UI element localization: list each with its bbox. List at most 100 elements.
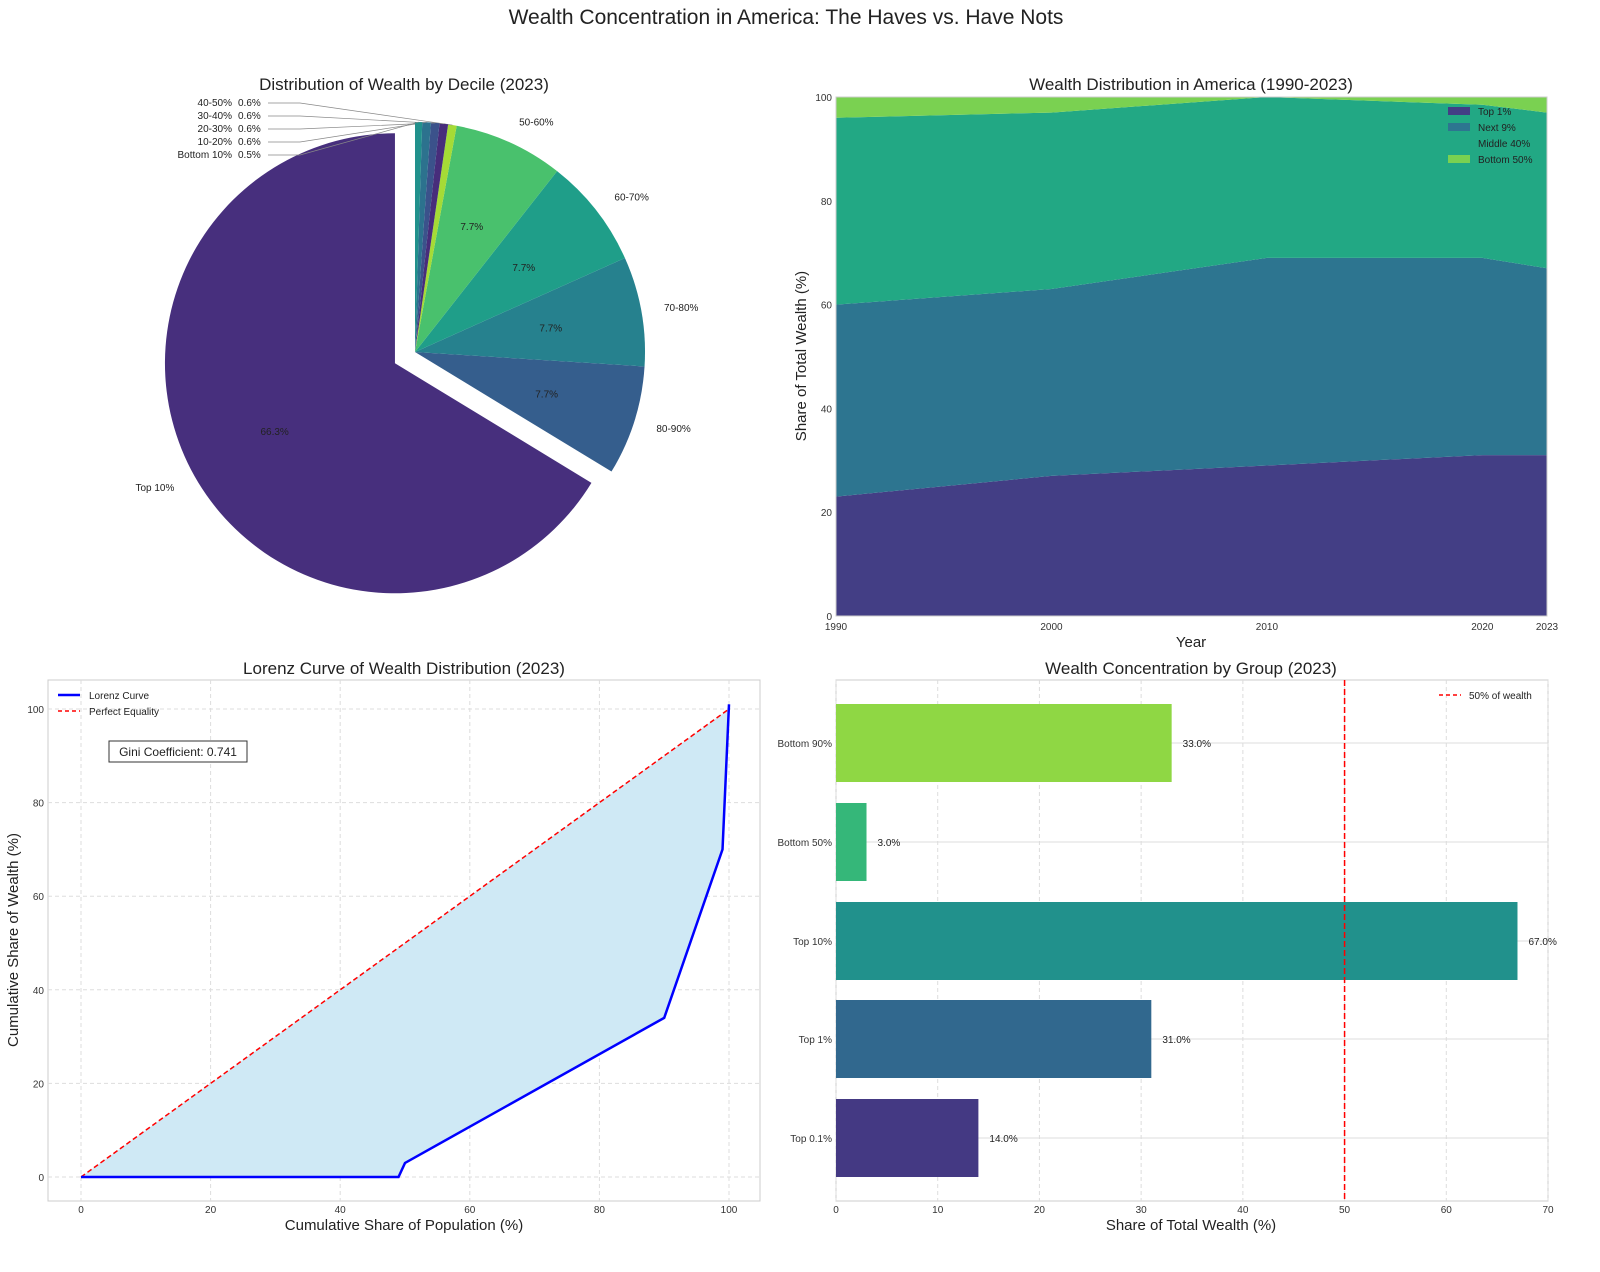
slice-label: Top 10% [135,483,174,494]
bar [836,1000,1152,1078]
slice-pct-label: 0.6% [238,137,261,148]
slice-label: 80-90% [656,424,691,435]
x-tick-label: 70 [1542,1205,1554,1216]
area-top-1- [836,455,1547,616]
x-tick-label: 60 [1441,1205,1453,1216]
legend-swatch [1448,155,1470,163]
x-tick-label: 2023 [1536,622,1559,633]
chart-title: Wealth Distribution in America (1990-202… [1029,75,1353,94]
x-tick-label: 1990 [825,622,848,633]
legend-swatch [1448,107,1470,115]
legend-label: Top 1% [1478,107,1511,118]
x-tick-label: 10 [932,1205,944,1216]
y-tick-label: 0 [38,1173,44,1184]
pie-slice [415,124,457,352]
y-axis-label: Cumulative Share of Wealth (%) [5,833,22,1047]
bar-value-label: 33.0% [1183,739,1211,750]
x-tick-label: 2010 [1256,622,1279,633]
y-tick-label: 60 [33,892,45,903]
x-axis-label: Year [1176,634,1206,651]
y-tick-label: 20 [821,508,833,519]
slice-pct-label: 0.5% [238,150,261,161]
bar [836,1099,979,1177]
bar-value-label: 14.0% [989,1134,1017,1145]
slice-label: 60-70% [614,192,649,203]
y-tick-label: 0 [826,612,832,623]
legend-swatch [1448,123,1470,131]
y-tick-label: Top 0.1% [790,1134,832,1145]
legend-label: Bottom 50% [1478,155,1533,166]
x-tick-label: 60 [464,1205,476,1216]
chart-title: Lorenz Curve of Wealth Distribution (202… [243,659,565,678]
x-tick-label: 0 [833,1205,839,1216]
pie-slice [415,122,431,352]
area-chart: Wealth Distribution in America (1990-202… [793,75,1559,651]
legend-label: Middle 40% [1478,139,1530,150]
y-tick-label: 80 [821,197,833,208]
slice-label: 40-50% [198,98,233,109]
pie-slice [415,123,449,352]
x-tick-label: 50 [1339,1205,1351,1216]
slice-pct-label: 0.6% [238,98,261,109]
pie-slice [164,133,592,594]
y-tick-label: Top 1% [799,1035,832,1046]
x-tick-label: 30 [1136,1205,1148,1216]
leader-line [268,121,419,156]
bar [836,803,867,881]
y-tick-label: 20 [33,1079,45,1090]
x-axis-label: Share of Total Wealth (%) [1106,1217,1276,1234]
x-axis-label: Cumulative Share of Population (%) [285,1217,523,1234]
slice-label: 70-80% [664,303,699,314]
y-tick-label: Top 10% [793,937,832,948]
pie-slice [415,125,558,352]
y-axis-label: Share of Total Wealth (%) [793,271,810,441]
y-tick-label: Bottom 90% [778,739,833,750]
x-tick-label: 40 [335,1205,347,1216]
bar [836,902,1518,980]
y-tick-label: 100 [27,705,44,716]
pie-slice [415,352,645,472]
x-tick-label: 2000 [1040,622,1063,633]
area-next-9- [836,257,1547,497]
pie-chart: Distribution of Wealth by Decile (2023) T… [135,75,699,594]
leader-line [268,121,427,143]
lorenz-curve-line [81,704,731,1179]
y-tick-label: 60 [821,301,833,312]
pie-slice [415,122,423,352]
bar [836,704,1172,782]
bar-value-label: 31.0% [1162,1035,1190,1046]
area-middle-40- [836,97,1547,305]
slice-label: Bottom 10% [178,150,233,161]
chart-title: Distribution of Wealth by Decile (2023) [259,75,549,94]
figure-title: Wealth Concentration in America: The Hav… [509,6,1064,29]
plot-frame [835,96,1548,617]
slice-pct-label: 0.6% [238,124,261,135]
y-tick-label: 100 [815,93,832,104]
slice-label: 50-60% [519,117,554,128]
legend-label: Perfect Equality [89,707,159,718]
y-tick-label: 80 [33,799,45,810]
bar-value-label: 3.0% [878,838,901,849]
x-tick-label: 0 [78,1205,84,1216]
legend-label: Next 9% [1478,123,1516,134]
y-tick-label: 40 [821,404,833,415]
slice-label: 20-30% [198,124,233,135]
leader-line [268,102,453,126]
area-bottom-50- [836,97,1547,118]
equality-line [80,708,730,1178]
y-tick-label: Bottom 50% [778,838,833,849]
area-between-curves [81,704,729,1177]
legend-label: Lorenz Curve [89,691,149,702]
annotation-box [108,740,248,763]
slice-pct-label: 66.3% [260,427,288,438]
slice-pct-label: 7.7% [460,222,483,233]
bar-value-label: 67.0% [1528,937,1556,948]
slice-pct-label: 7.7% [512,263,535,274]
slice-pct-label: 7.7% [539,323,562,334]
slice-label: 10-20% [198,137,233,148]
y-tick-label: 40 [33,986,45,997]
x-tick-label: 20 [1034,1205,1046,1216]
x-tick-label: 100 [721,1205,738,1216]
pie-slice [415,122,440,352]
